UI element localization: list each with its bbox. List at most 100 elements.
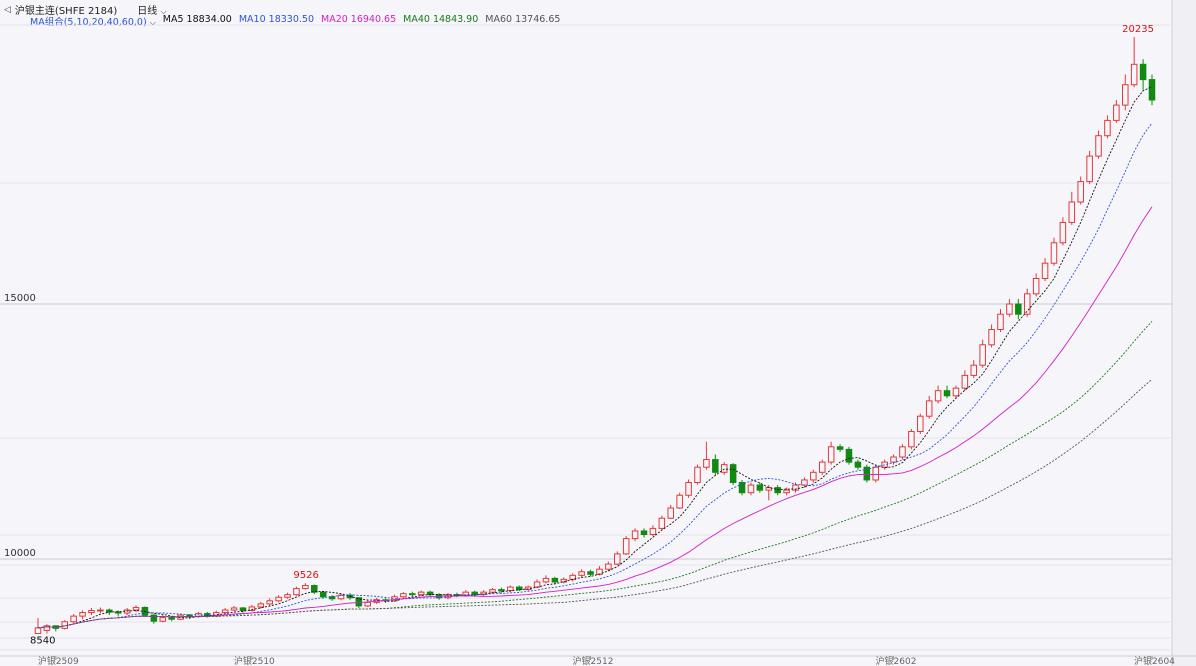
candle-up[interactable] xyxy=(1104,119,1111,137)
candle-up[interactable] xyxy=(533,581,541,588)
candle-up[interactable] xyxy=(658,517,666,529)
candle-up[interactable] xyxy=(952,387,960,397)
candle-up[interactable] xyxy=(489,589,496,593)
candle-down[interactable] xyxy=(640,530,648,536)
candle-up[interactable] xyxy=(1050,242,1058,264)
candle-up[interactable] xyxy=(275,596,282,602)
candle-up[interactable] xyxy=(783,489,790,494)
back-icon[interactable]: ◁ xyxy=(4,4,11,15)
candle-up[interactable] xyxy=(507,586,514,592)
candle-down[interactable] xyxy=(1015,303,1022,315)
candle-up[interactable] xyxy=(605,563,612,570)
candle-down[interactable] xyxy=(409,593,416,596)
candle-up[interactable] xyxy=(34,627,42,634)
candle-up[interactable] xyxy=(1006,303,1013,315)
candle-down[interactable] xyxy=(114,611,122,614)
candle-up[interactable] xyxy=(1095,135,1102,157)
candle-down[interactable] xyxy=(845,448,853,463)
ma-group-selector[interactable]: MA组合(5,10,20,40,60,0) ⌵ xyxy=(30,14,156,28)
candle-up[interactable] xyxy=(79,612,86,617)
candle-down[interactable] xyxy=(1148,79,1156,101)
candle-up[interactable] xyxy=(88,610,95,614)
candle-up[interactable] xyxy=(1023,293,1031,315)
candle-down[interactable] xyxy=(328,596,336,600)
candle-up[interactable] xyxy=(221,609,229,614)
candle-down[interactable] xyxy=(319,591,327,598)
candle-up[interactable] xyxy=(1032,278,1040,295)
candle-down[interactable] xyxy=(836,446,844,450)
candle-down[interactable] xyxy=(311,585,318,593)
candle-up[interactable] xyxy=(159,617,167,622)
candle-down[interactable] xyxy=(587,571,594,575)
candle-down[interactable] xyxy=(756,484,764,491)
candle-up[interactable] xyxy=(720,464,728,473)
candle-down[interactable] xyxy=(551,577,559,583)
candle-up[interactable] xyxy=(560,578,568,583)
candle-up[interactable] xyxy=(1113,104,1120,121)
candle-up[interactable] xyxy=(810,471,817,481)
candle-up[interactable] xyxy=(667,507,675,519)
candle-up[interactable] xyxy=(257,603,265,608)
candle-up[interactable] xyxy=(988,329,995,346)
candle-up[interactable] xyxy=(917,415,924,433)
candle-up[interactable] xyxy=(649,527,657,536)
candle-up[interactable] xyxy=(1130,63,1138,86)
candle-up[interactable] xyxy=(1068,201,1076,223)
candle-up[interactable] xyxy=(400,593,407,598)
candle-down[interactable] xyxy=(498,589,505,592)
period-selector[interactable]: 日线 ⌵ xyxy=(137,2,166,17)
candle-down[interactable] xyxy=(738,482,746,494)
candle-down[interactable] xyxy=(168,617,175,620)
candle-up[interactable] xyxy=(631,530,639,540)
candle-up[interactable] xyxy=(685,482,692,496)
candle-up[interactable] xyxy=(792,484,799,491)
candle-down[interactable] xyxy=(854,461,862,468)
candle-up[interactable] xyxy=(676,494,683,509)
candle-down[interactable] xyxy=(106,609,113,613)
candle-up[interactable] xyxy=(1086,155,1093,183)
candle-up[interactable] xyxy=(97,609,104,612)
candle-up[interactable] xyxy=(302,585,309,590)
candle-up[interactable] xyxy=(364,601,372,607)
candle-down[interactable] xyxy=(239,607,247,612)
candle-up[interactable] xyxy=(827,446,835,463)
candle-up[interactable] xyxy=(43,625,51,631)
candle-up[interactable] xyxy=(872,466,879,481)
candle-up[interactable] xyxy=(1122,84,1129,106)
candle-up[interactable] xyxy=(230,607,238,611)
candle-down[interactable] xyxy=(729,464,737,483)
candle-up[interactable] xyxy=(622,538,630,555)
candle-up[interactable] xyxy=(417,591,425,596)
candle-up[interactable] xyxy=(70,615,77,623)
candle-up[interactable] xyxy=(578,571,585,576)
candle-up[interactable] xyxy=(694,466,701,484)
candle-down[interactable] xyxy=(943,390,951,397)
candle-up[interactable] xyxy=(925,400,933,417)
candle-up[interactable] xyxy=(801,479,808,486)
candle-up[interactable] xyxy=(596,568,603,575)
candle-down[interactable] xyxy=(355,597,363,607)
candle-down[interactable] xyxy=(712,459,719,473)
candle-up[interactable] xyxy=(703,459,710,468)
candle-down[interactable] xyxy=(150,614,158,622)
candle-up[interactable] xyxy=(1077,181,1084,203)
candle-up[interactable] xyxy=(899,446,906,458)
candle-up[interactable] xyxy=(818,461,826,473)
candle-up[interactable] xyxy=(293,588,300,596)
candle-up[interactable] xyxy=(542,577,550,583)
candle-up[interactable] xyxy=(970,364,978,376)
candle-up[interactable] xyxy=(979,344,986,366)
candle-up[interactable] xyxy=(248,606,256,612)
candle-up[interactable] xyxy=(284,594,291,598)
candle-down[interactable] xyxy=(863,466,871,481)
candle-up[interactable] xyxy=(890,456,897,463)
candle-up[interactable] xyxy=(747,484,755,494)
candle-down[interactable] xyxy=(515,586,523,591)
candle-up[interactable] xyxy=(934,390,942,402)
candle-up[interactable] xyxy=(908,431,915,448)
candle-up[interactable] xyxy=(1059,221,1067,244)
candle-up[interactable] xyxy=(1041,262,1049,280)
candle-up[interactable] xyxy=(266,600,273,605)
candle-up[interactable] xyxy=(132,606,140,611)
